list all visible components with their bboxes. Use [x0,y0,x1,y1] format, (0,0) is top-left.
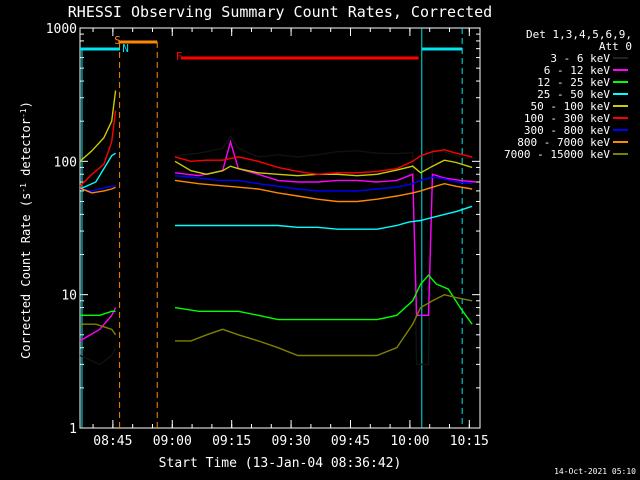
series-line [174,149,473,176]
chart-title: RHESSI Observing Summary Count Rates, Co… [68,3,492,21]
legend-entry-label: 100 - 300 keV [524,112,610,125]
x-tick-label: 09:15 [212,434,251,449]
series-line [174,274,473,325]
state-marker-label: S [114,34,121,47]
x-tick-label: 10:15 [450,434,489,449]
footer-timestamp: 14-Oct-2021 05:10 [554,467,636,476]
series-line [174,175,473,192]
legend-entry-label: 6 - 12 keV [544,64,611,77]
series-line [79,152,116,190]
state-marker-label: N [122,42,129,55]
y-tick-label: 100 [54,155,77,170]
series-line [174,139,477,316]
legend-entry-label: 25 - 50 keV [537,88,610,101]
x-tick-label: 08:45 [93,434,132,449]
series-line [79,347,117,366]
series-line [79,186,116,194]
plot-frame [79,27,481,429]
series-line [175,205,473,230]
series-line [174,179,473,203]
legend-entry-label: 800 - 7000 keV [517,136,610,149]
series-line [174,159,473,177]
plot-area: 1 10 100 1000 08:45 09:00 09:15 09:30 09:45 10:00… [46,22,489,449]
legend-entry-label: 12 - 25 keV [537,76,610,89]
series-line [80,310,116,316]
series-line [79,184,116,192]
series-line [79,90,117,162]
x-tick-label: 10:00 [390,434,429,449]
legend-entry-label: 7000 - 15000 keV [504,148,610,161]
y-tick-label: 1 [69,422,77,437]
x-tick-label: 09:00 [153,434,192,449]
legend-entry-label: 3 - 6 keV [550,52,610,65]
state-marker-label: F [176,50,183,63]
y-axis-label: Corrected Count Rate (s-1 detector-1) [19,101,33,359]
series-line [79,110,117,187]
x-tick-label: 09:45 [331,434,370,449]
legend-entry-label: 50 - 100 keV [531,100,611,113]
legend-entry-label: 300 - 800 keV [524,124,610,137]
x-axis-label: Start Time (13-Jan-04 08:36:42) [159,456,402,471]
legend-header: Att 0 [599,40,632,53]
y-tick-label: 10 [61,289,77,304]
series-line [80,323,117,336]
y-tick-label: 1000 [46,22,77,37]
series-line [175,293,473,357]
x-tick-label: 09:30 [272,434,311,449]
legend-header: Det 1,3,4,5,6,9, [526,28,632,41]
